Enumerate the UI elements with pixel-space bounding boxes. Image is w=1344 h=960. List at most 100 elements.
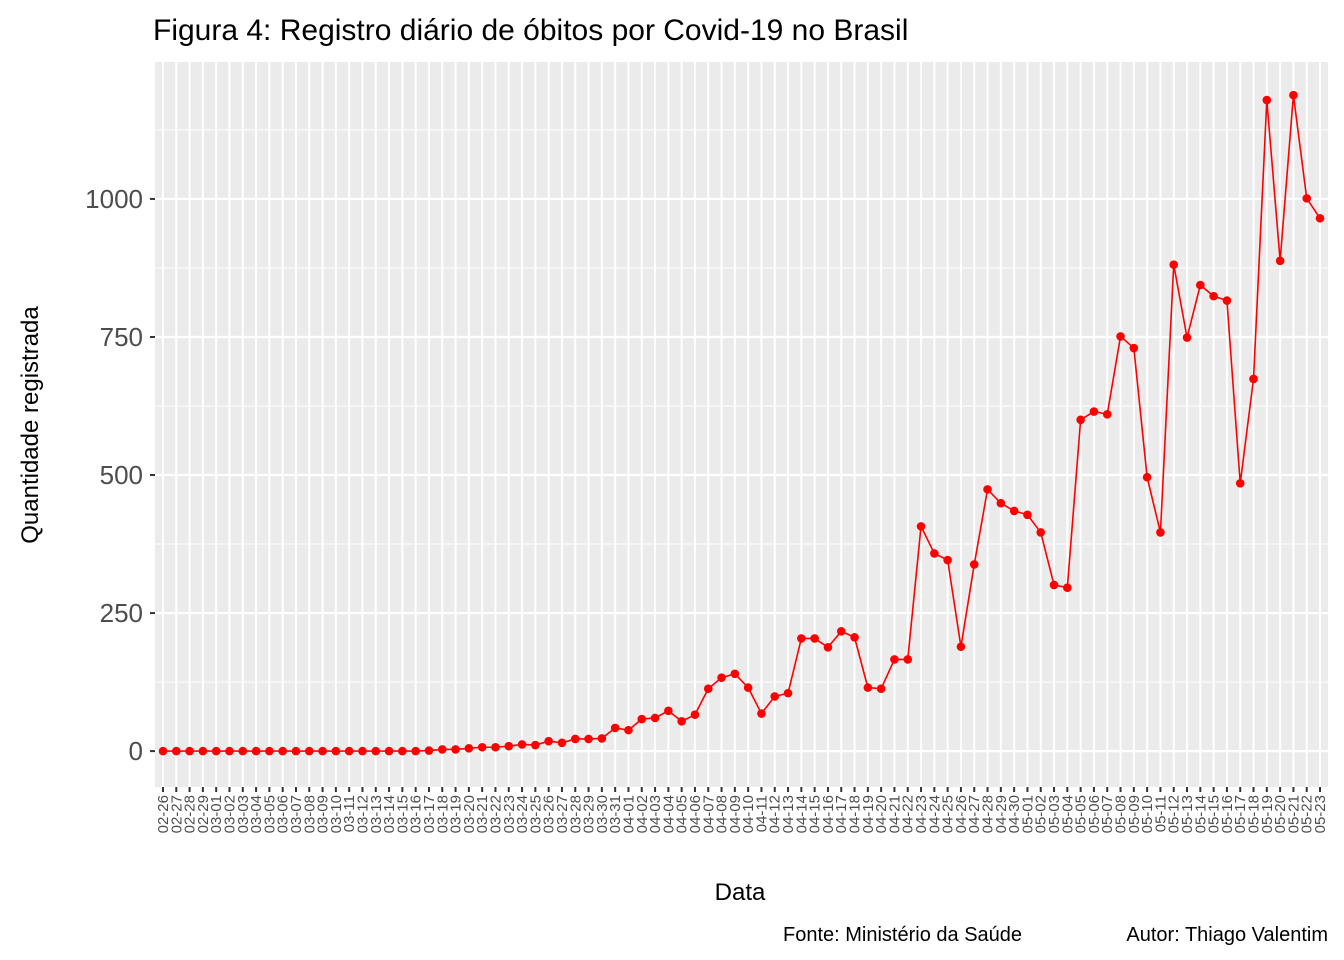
point — [265, 746, 274, 756]
point — [198, 746, 208, 756]
y-tick-label: 250 — [100, 598, 143, 628]
point — [876, 684, 886, 694]
point — [531, 740, 540, 750]
x-tick-label: 04-30 — [1006, 795, 1023, 833]
point — [943, 555, 952, 565]
point — [1142, 472, 1152, 482]
point — [810, 634, 819, 643]
x-tick-label: 05-23 — [1312, 795, 1329, 833]
x-tick-label: 05-19 — [1259, 795, 1276, 833]
x-tick-label: 03-24 — [514, 795, 531, 833]
x-tick-label: 03-15 — [394, 795, 411, 833]
x-tick-label: 03-26 — [541, 795, 558, 833]
point — [996, 498, 1006, 508]
point — [344, 746, 354, 756]
point — [211, 746, 221, 756]
y-tick-label: 0 — [129, 736, 143, 766]
point — [690, 710, 700, 719]
x-tick-label: 04-07 — [700, 795, 717, 833]
point — [477, 742, 487, 752]
point — [1156, 528, 1165, 537]
point — [1222, 296, 1232, 305]
point — [1249, 374, 1258, 384]
point — [238, 746, 248, 756]
x-tick-label: 03-31 — [607, 795, 624, 833]
point — [890, 655, 899, 664]
x-tick-label: 05-21 — [1285, 795, 1302, 833]
x-tick-label: 05-10 — [1139, 795, 1156, 833]
point — [570, 734, 580, 744]
point — [637, 714, 647, 724]
point — [251, 746, 261, 756]
x-tick-label: 04-29 — [993, 795, 1010, 833]
point — [544, 736, 553, 746]
x-tick-label: 05-22 — [1299, 795, 1316, 833]
series-line — [162, 95, 1321, 752]
point — [1009, 506, 1019, 516]
point — [1116, 332, 1125, 341]
x-tick-label: 04-04 — [660, 795, 677, 833]
point — [1036, 528, 1046, 537]
x-tick-label: 04-13 — [780, 795, 797, 833]
x-axis-title: Data — [715, 879, 766, 906]
point — [1289, 90, 1298, 100]
x-tick-label: 03-18 — [434, 795, 451, 833]
x-tick-label: 04-20 — [873, 795, 890, 833]
x-tick-label: 03-14 — [381, 795, 398, 833]
x-tick-label: 03-17 — [421, 795, 438, 833]
point — [225, 746, 234, 756]
point — [1023, 510, 1032, 520]
point — [677, 716, 686, 726]
x-tick-label: 03-16 — [408, 795, 425, 833]
x-tick-label: 04-26 — [953, 795, 970, 833]
point — [1235, 479, 1245, 488]
x-tick-label: 05-16 — [1219, 795, 1236, 833]
point — [424, 746, 434, 755]
x-tick-label: 05-01 — [1019, 795, 1036, 833]
point — [916, 522, 926, 531]
x-tick-label: 05-09 — [1126, 795, 1143, 833]
point — [797, 634, 806, 643]
point — [717, 673, 726, 682]
point — [371, 746, 381, 756]
point — [783, 688, 793, 698]
x-tick-label: 05-12 — [1166, 795, 1183, 833]
panel — [155, 62, 1328, 787]
marks — [158, 90, 1325, 756]
x-tick-label: 05-11 — [1152, 795, 1169, 832]
x-tick-label: 05-04 — [1059, 795, 1076, 833]
point — [624, 725, 633, 735]
x-tick-label: 03-06 — [275, 795, 292, 833]
point — [969, 560, 979, 569]
x-tick-label: 04-09 — [727, 795, 744, 833]
y-tick-label: 500 — [100, 460, 143, 490]
x-tick-label: 04-12 — [767, 795, 784, 833]
x-tick-label: 04-10 — [740, 795, 757, 833]
point — [517, 740, 527, 749]
x-tick-label: 02-28 — [182, 795, 199, 833]
point — [930, 549, 939, 558]
x-tick-label: 02-29 — [195, 795, 212, 833]
x-tick-label: 05-14 — [1192, 795, 1209, 833]
point — [1063, 583, 1072, 592]
x-tick-label: 03-09 — [315, 795, 332, 833]
point — [411, 746, 420, 756]
x-tick-label: 04-27 — [966, 795, 983, 833]
x-tick-label: 03-07 — [288, 795, 305, 833]
point — [278, 746, 287, 756]
point — [331, 746, 341, 756]
x-tick-label: 05-03 — [1046, 795, 1063, 833]
x-tick-label: 04-03 — [647, 795, 664, 833]
x-tick-label: 04-22 — [900, 795, 917, 833]
point — [1049, 580, 1059, 590]
x-tick-label: 03-19 — [448, 795, 465, 833]
x-tick-label: 05-08 — [1113, 795, 1130, 833]
point — [1089, 407, 1099, 416]
point — [664, 706, 673, 716]
x-tick-label: 03-03 — [235, 795, 252, 833]
x-tick-label: 04-18 — [847, 795, 864, 833]
point — [1196, 280, 1205, 290]
x-tick-label: 03-22 — [487, 795, 504, 833]
point — [504, 741, 514, 751]
